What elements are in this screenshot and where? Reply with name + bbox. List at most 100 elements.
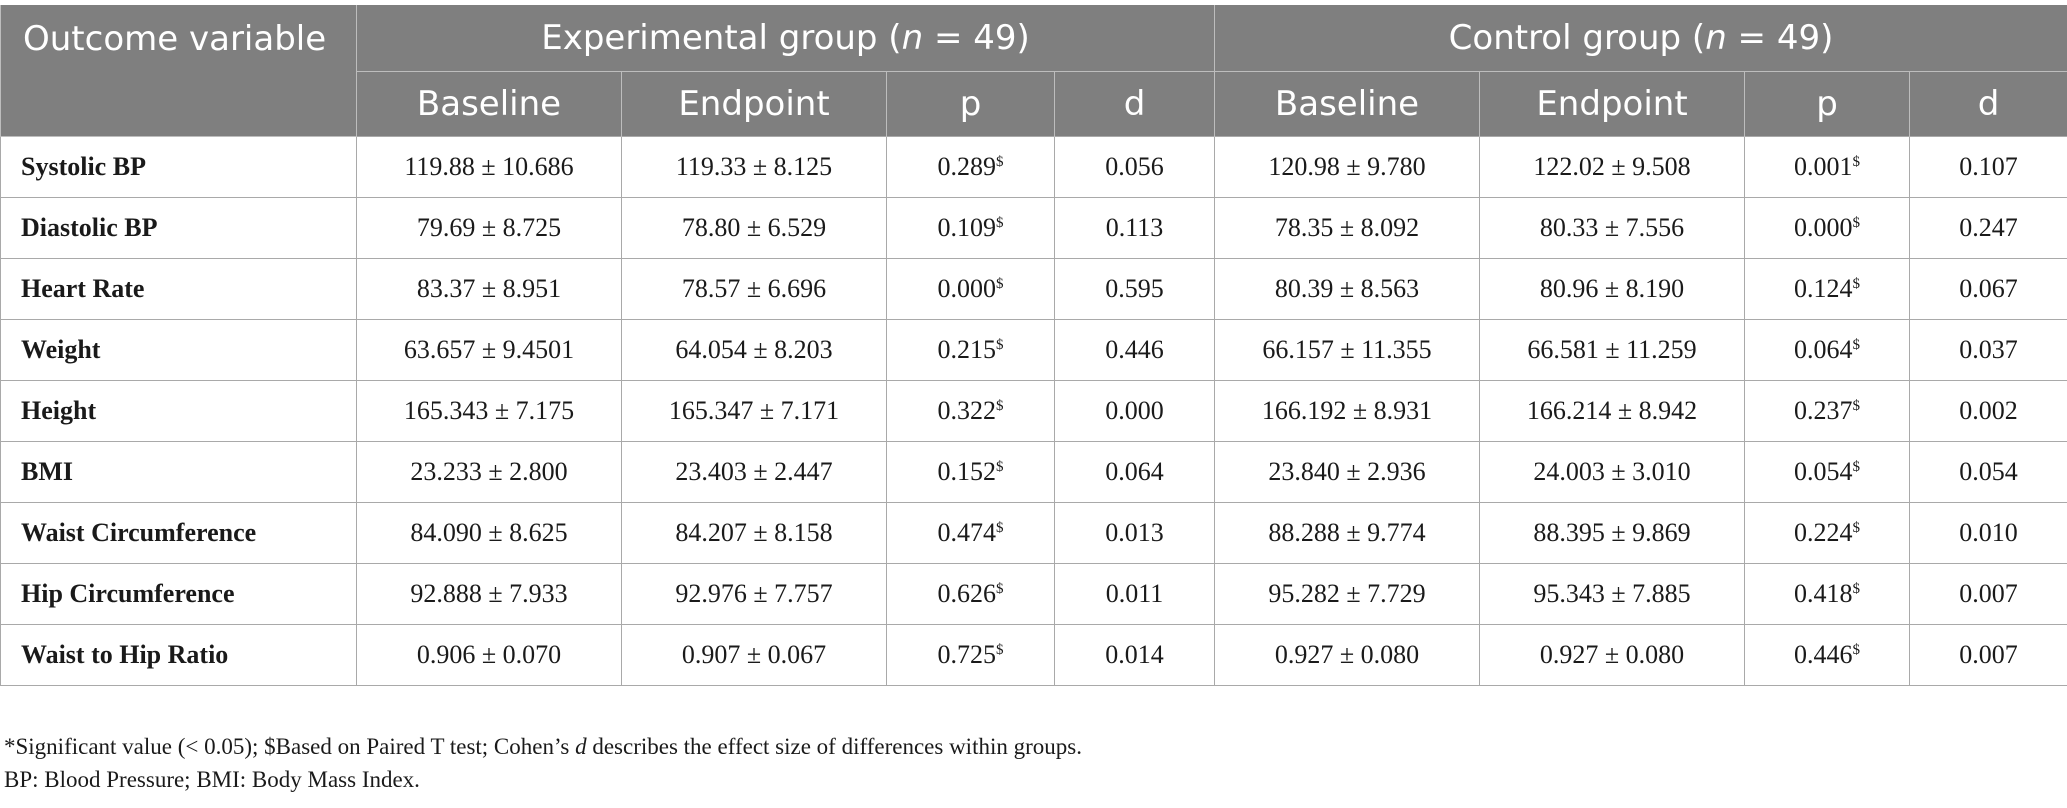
table-row: Waist to Hip Ratio 0.906 ± 0.070 0.907 ±… [0,624,2067,686]
exp-d-cell: 0.056 [1054,136,1215,198]
p-value: 0.237 [1794,396,1853,425]
exp-baseline-cell: 92.888 ± 7.933 [356,563,622,625]
paired-t-marker: $ [996,154,1004,170]
paired-t-marker: $ [1852,459,1861,475]
p-value: 0.124 [1794,274,1853,303]
paired-t-marker: $ [996,520,1004,536]
ctrl-d-cell: 0.054 [1908,441,2067,503]
ctrl-baseline-header: Baseline [1214,71,1480,137]
exp-d-cell: 0.446 [1054,319,1215,381]
ctrl-baseline-cell: 166.192 ± 8.931 [1214,380,1480,442]
exp-p-cell: 0.000$ [886,258,1055,320]
row-label: Diastolic BP [0,197,357,259]
ctrl-d-header: d [1908,71,2067,137]
p-value: 0.054 [1794,457,1853,486]
p-value: 0.224 [1794,518,1853,547]
footnote-abbreviations: BP: Blood Pressure; BMI: Body Mass Index… [4,767,420,792]
ctrl-p-cell: 0.224$ [1744,502,1910,564]
exp-baseline-header: Baseline [356,71,622,137]
ctrl-d-cell: 0.010 [1908,502,2067,564]
table-row: Diastolic BP 79.69 ± 8.725 78.80 ± 6.529… [0,197,2067,259]
exp-d-cell: 0.013 [1054,502,1215,564]
paired-t-marker: $ [1852,337,1861,353]
control-group-header: Control group (n = 49) [1213,5,2067,72]
ctrl-endpoint-cell: 95.343 ± 7.885 [1479,563,1745,625]
experimental-group-header: Experimental group (n = 49) [356,5,1215,72]
exp-d-cell: 0.014 [1054,624,1215,686]
p-value: 0.322 [937,396,997,425]
p-value: 0.725 [937,640,997,669]
experimental-group-count: = 49) [923,18,1030,58]
ctrl-endpoint-cell: 166.214 ± 8.942 [1479,380,1745,442]
ctrl-endpoint-header: Endpoint [1479,71,1745,137]
table-row: Hip Circumference 92.888 ± 7.933 92.976 … [0,563,2067,625]
ctrl-d-cell: 0.007 [1908,624,2067,686]
p-value: 0.289 [937,152,997,181]
row-label: Hip Circumference [0,563,357,625]
row-label: Height [0,380,357,442]
ctrl-p-cell: 0.054$ [1744,441,1910,503]
p-value: 0.109 [937,213,997,242]
p-value: 0.418 [1794,579,1853,608]
ctrl-endpoint-cell: 66.581 ± 11.259 [1479,319,1745,381]
table-row: Waist Circumference 84.090 ± 8.625 84.20… [0,502,2067,564]
ctrl-p-cell: 0.064$ [1744,319,1910,381]
exp-endpoint-cell: 78.80 ± 6.529 [621,197,887,259]
paired-t-marker: $ [996,276,1004,292]
ctrl-p-cell: 0.446$ [1744,624,1910,686]
paired-t-marker: $ [1852,154,1861,170]
exp-p-cell: 0.152$ [886,441,1055,503]
table-row: BMI 23.233 ± 2.800 23.403 ± 2.447 0.152$… [0,441,2067,503]
table-body: Systolic BP 119.88 ± 10.686 119.33 ± 8.1… [0,136,2067,686]
p-value: 0.626 [937,579,997,608]
ctrl-d-cell: 0.067 [1908,258,2067,320]
exp-d-cell: 0.595 [1054,258,1215,320]
paired-t-marker: $ [1852,642,1861,658]
paired-t-marker: $ [996,215,1004,231]
exp-p-cell: 0.474$ [886,502,1055,564]
exp-baseline-cell: 79.69 ± 8.725 [356,197,622,259]
exp-p-cell: 0.215$ [886,319,1055,381]
ctrl-baseline-cell: 95.282 ± 7.729 [1214,563,1480,625]
row-label: Weight [0,319,357,381]
exp-baseline-cell: 83.37 ± 8.951 [356,258,622,320]
control-group-count: = 49) [1726,18,1834,58]
ctrl-p-cell: 0.237$ [1744,380,1910,442]
table-row: Weight 63.657 ± 9.4501 64.054 ± 8.203 0.… [0,319,2067,381]
table-row: Systolic BP 119.88 ± 10.686 119.33 ± 8.1… [0,136,2067,198]
exp-baseline-cell: 23.233 ± 2.800 [356,441,622,503]
p-value: 0.446 [1794,640,1853,669]
p-value: 0.064 [1794,335,1853,364]
ctrl-baseline-cell: 78.35 ± 8.092 [1214,197,1480,259]
row-label: Waist Circumference [0,502,357,564]
p-value: 0.000 [1794,213,1853,242]
ctrl-endpoint-cell: 122.02 ± 9.508 [1479,136,1745,198]
exp-p-cell: 0.626$ [886,563,1055,625]
row-label: Systolic BP [0,136,357,198]
exp-endpoint-cell: 119.33 ± 8.125 [621,136,887,198]
table-header: Outcome variable Experimental group (n =… [0,5,2067,137]
footnote-d-symbol: d [575,734,587,759]
ctrl-baseline-cell: 23.840 ± 2.936 [1214,441,1480,503]
exp-baseline-cell: 0.906 ± 0.070 [356,624,622,686]
table-row: Heart Rate 83.37 ± 8.951 78.57 ± 6.696 0… [0,258,2067,320]
exp-endpoint-cell: 78.57 ± 6.696 [621,258,887,320]
ctrl-d-cell: 0.037 [1908,319,2067,381]
experimental-group-n: n [901,18,924,58]
p-value: 0.152 [937,457,997,486]
paired-t-marker: $ [996,642,1004,658]
exp-p-cell: 0.725$ [886,624,1055,686]
exp-baseline-cell: 63.657 ± 9.4501 [356,319,622,381]
paired-t-marker: $ [1852,581,1861,597]
exp-d-cell: 0.064 [1054,441,1215,503]
ctrl-p-cell: 0.000$ [1744,197,1910,259]
paired-t-marker: $ [1852,398,1861,414]
footnote-text: describes the effect size of differences… [586,734,1082,759]
footnote-text: *Significant value (< 0.05); $Based on P… [4,734,576,759]
exp-d-cell: 0.000 [1054,380,1215,442]
paired-t-marker: $ [1852,215,1861,231]
ctrl-baseline-cell: 66.157 ± 11.355 [1214,319,1480,381]
p-value: 0.474 [937,518,997,547]
ctrl-baseline-cell: 0.927 ± 0.080 [1214,624,1480,686]
ctrl-endpoint-cell: 88.395 ± 9.869 [1479,502,1745,564]
